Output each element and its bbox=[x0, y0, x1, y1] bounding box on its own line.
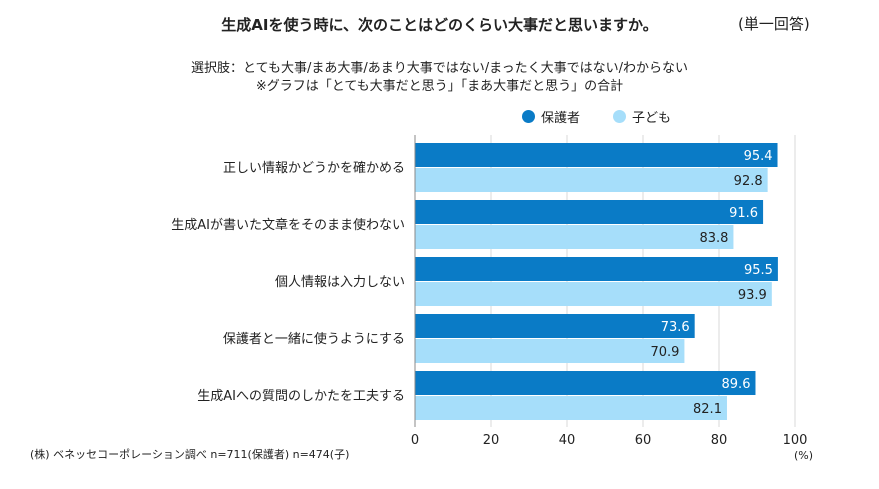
data-label: 95.4 bbox=[744, 149, 773, 164]
data-label: 93.9 bbox=[738, 288, 767, 303]
x-tick-label: 100 bbox=[783, 433, 808, 448]
bar-child bbox=[415, 225, 734, 249]
legend-label-child: 子ども bbox=[632, 111, 672, 126]
data-label: 92.8 bbox=[734, 174, 763, 189]
data-label: 70.9 bbox=[650, 345, 679, 360]
data-label: 95.5 bbox=[744, 263, 773, 278]
legend-label-parent: 保護者 bbox=[541, 111, 581, 126]
legend-swatch-child bbox=[613, 110, 626, 123]
data-label: 73.6 bbox=[661, 320, 690, 335]
data-label: 91.6 bbox=[729, 206, 758, 221]
bar-parent bbox=[415, 257, 778, 281]
bar-parent bbox=[415, 200, 764, 224]
category-label: 生成AIへの質問のしかたを工夫する bbox=[197, 389, 405, 404]
bar-parent bbox=[415, 143, 778, 167]
subtitle-choices: 選択肢：とても大事/まあ大事/あまり大事ではない/まったく大事ではない/わからな… bbox=[191, 61, 688, 76]
x-tick-label: 40 bbox=[559, 433, 576, 448]
chart-title: 生成AIを使う時に、次のことはどのくらい大事だと思いますか。 bbox=[221, 16, 658, 34]
x-tick-label: 20 bbox=[483, 433, 500, 448]
x-tick-label: 60 bbox=[635, 433, 652, 448]
x-unit: (%) bbox=[794, 449, 814, 462]
bar-parent bbox=[415, 314, 695, 338]
subtitle-note: ※グラフは「とても大事だと思う」「まあ大事だと思う」の合計 bbox=[255, 79, 624, 94]
x-tick-label: 80 bbox=[711, 433, 728, 448]
bar-child bbox=[415, 339, 685, 363]
bar-child bbox=[415, 282, 772, 306]
category-label: 生成AIが書いた文章をそのまま使わない bbox=[171, 217, 405, 233]
legend-swatch-parent bbox=[522, 110, 535, 123]
bar-parent bbox=[415, 371, 756, 395]
legend-parent: 保護者 bbox=[522, 107, 580, 126]
data-label: 82.1 bbox=[693, 402, 722, 417]
category-label: 正しい情報かどうかを確かめる bbox=[223, 160, 405, 176]
category-label: 個人情報は入力しない bbox=[275, 275, 405, 290]
x-tick-label: 0 bbox=[411, 433, 419, 448]
source-note: (株) ベネッセコーポレーション調べ n=711(保護者) n=474(子) bbox=[30, 448, 350, 461]
data-label: 83.8 bbox=[699, 231, 728, 246]
answer-type-note: (単一回答) bbox=[738, 15, 810, 33]
legend-child: 子ども bbox=[613, 107, 671, 126]
data-label: 89.6 bbox=[722, 377, 751, 392]
bar-child bbox=[415, 396, 727, 420]
bar-child bbox=[415, 168, 768, 192]
category-label: 保護者と一緒に使うようにする bbox=[223, 331, 405, 347]
